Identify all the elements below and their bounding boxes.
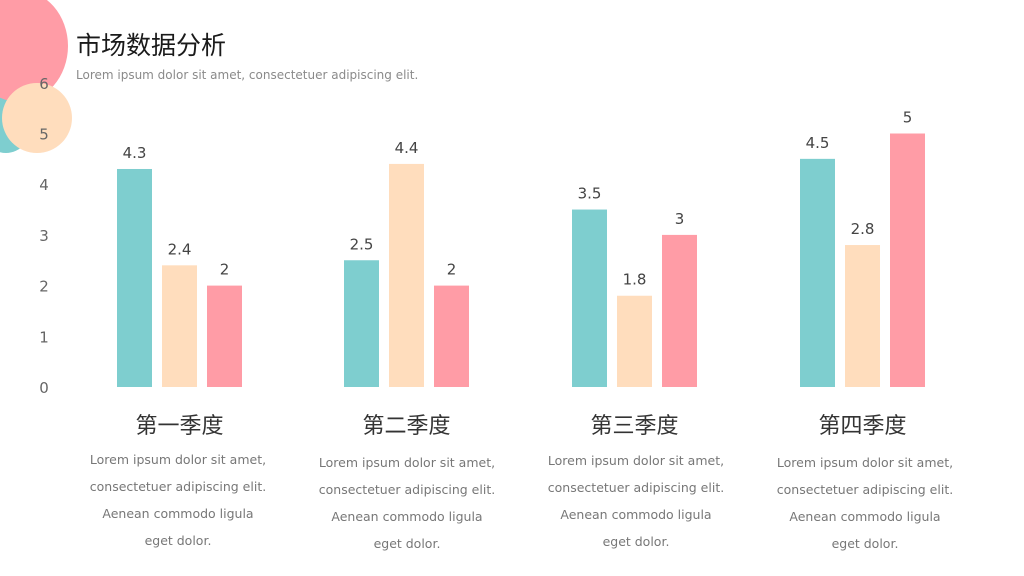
bar-value-label: 2.4	[168, 240, 192, 258]
bar-value-label: 2.5	[350, 235, 374, 253]
y-tick-label: 4	[39, 176, 49, 194]
category-label: 第四季度	[818, 414, 906, 439]
page-subtitle: Lorem ipsum dolor sit amet, consectetuer…	[76, 68, 419, 82]
description-line: eget dolor.	[373, 536, 441, 551]
y-tick-label: 5	[39, 126, 49, 144]
description-line: consectetuer adipiscing elit.	[547, 480, 725, 495]
bar	[800, 158, 835, 387]
bar-value-label: 2	[447, 261, 457, 279]
bar-value-label: 3	[675, 210, 685, 228]
quarter-description: Lorem ipsum dolor sit amet, consectetuer…	[765, 449, 965, 557]
bar	[207, 285, 242, 387]
bar-value-label: 4.4	[395, 139, 419, 157]
bar-value-label: 2	[220, 261, 230, 279]
bar	[662, 234, 697, 387]
description-line: Aenean commodo ligula	[102, 506, 254, 521]
description-line: consectetuer adipiscing elit.	[318, 482, 496, 497]
description-line: Aenean commodo ligula	[560, 507, 712, 522]
category-label: 第二季度	[362, 414, 450, 439]
bar	[162, 265, 197, 387]
description-line: eget dolor.	[144, 533, 212, 548]
decor-circle-peach	[2, 83, 72, 153]
y-tick-label: 1	[39, 328, 49, 346]
description-line: consectetuer adipiscing elit.	[776, 482, 954, 497]
bar	[890, 133, 925, 387]
bar	[389, 163, 424, 387]
bar	[344, 260, 379, 387]
y-tick-label: 0	[39, 379, 49, 397]
category-label: 第一季度	[135, 414, 223, 439]
description-line: eget dolor.	[602, 534, 670, 549]
description-line: Aenean commodo ligula	[789, 509, 941, 524]
bar	[117, 168, 152, 387]
y-tick-label: 3	[39, 227, 49, 245]
page-title: 市场数据分析	[76, 31, 227, 60]
y-tick-label: 2	[39, 278, 49, 296]
description-line: Lorem ipsum dolor sit amet,	[776, 455, 954, 470]
bar	[434, 285, 469, 387]
bar	[617, 295, 652, 387]
y-tick-label: 6	[39, 75, 49, 93]
quarter-description: Lorem ipsum dolor sit amet, consectetuer…	[307, 449, 507, 557]
description-line: Lorem ipsum dolor sit amet,	[547, 453, 725, 468]
description-line: Aenean commodo ligula	[331, 509, 483, 524]
description-line: Lorem ipsum dolor sit amet,	[89, 452, 267, 467]
bar-value-label: 5	[903, 109, 913, 127]
bar-value-label: 4.5	[806, 134, 830, 152]
description-line: consectetuer adipiscing elit.	[89, 479, 267, 494]
bar	[845, 245, 880, 387]
description-line: Lorem ipsum dolor sit amet,	[318, 455, 496, 470]
bar	[572, 209, 607, 387]
bar-value-label: 1.8	[623, 271, 647, 289]
description-line: eget dolor.	[831, 536, 899, 551]
bar-value-label: 2.8	[851, 220, 875, 238]
bar-value-label: 4.3	[123, 144, 147, 162]
quarter-description: Lorem ipsum dolor sit amet, consectetuer…	[78, 446, 278, 554]
quarter-description: Lorem ipsum dolor sit amet, consectetuer…	[536, 447, 736, 555]
bar-value-label: 3.5	[578, 185, 602, 203]
category-label: 第三季度	[590, 414, 678, 439]
